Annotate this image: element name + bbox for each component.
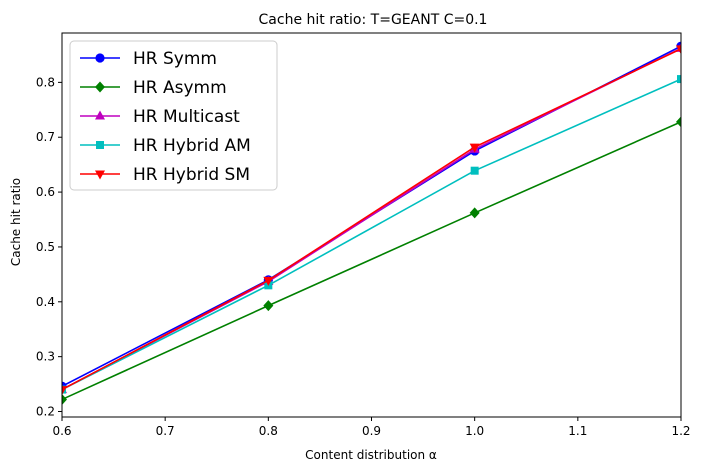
x-tick-label: 1.1 (568, 424, 587, 438)
chart-title: Cache hit ratio: T=GEANT C=0.1 (259, 12, 488, 28)
y-tick-label: 0.6 (36, 185, 55, 199)
data-point (263, 276, 274, 286)
legend-item: HR Hybrid AM (80, 136, 251, 156)
series-line (62, 78, 681, 391)
data-point (470, 166, 479, 175)
x-axis-label: Content distribution α (305, 448, 437, 462)
data-point (62, 393, 67, 405)
x-tick-label: 0.8 (259, 424, 278, 438)
y-tick-label: 0.8 (36, 75, 55, 89)
legend-item: HR Hybrid SM (80, 165, 250, 185)
series-hr-hybrid-sm (62, 45, 681, 396)
legend-item: HR Asymm (80, 78, 227, 98)
y-axis-label: Cache hit ratio (9, 178, 23, 266)
legend-marker (95, 53, 105, 63)
y-tick-label: 0.2 (36, 405, 55, 419)
y-tick-label: 0.7 (36, 130, 55, 144)
legend-marker (96, 141, 104, 149)
legend-marker (95, 110, 105, 120)
data-point (263, 300, 274, 312)
data-point (676, 116, 681, 128)
legend-item: HR Symm (80, 49, 217, 69)
x-tick-label: 0.6 (52, 424, 71, 438)
data-point (676, 45, 681, 55)
legend: HR Symm HR Asymm HR Multicast HR Hybrid AM H… (69, 40, 278, 191)
axis-ticks: 0.6 0.7 0.8 0.9 1.0 1.1 1.2 0.2 0.3 0.4 0.5 0.6 0.7 0… (36, 75, 691, 438)
y-tick-label: 0.5 (36, 240, 55, 254)
data-point (469, 143, 480, 153)
legend-box (69, 40, 278, 191)
legend-label: HR Multicast (133, 107, 240, 127)
data-point (469, 207, 480, 219)
series-line (62, 121, 681, 401)
x-tick-label: 0.7 (156, 424, 175, 438)
legend-item: HR Multicast (80, 107, 240, 127)
data-point (677, 75, 681, 84)
series-line (62, 48, 681, 391)
series-group (62, 41, 681, 405)
x-tick-label: 1.0 (465, 424, 484, 438)
legend-label: HR Asymm (133, 78, 227, 98)
series-hr-asymm (62, 116, 681, 405)
legend-label: HR Hybrid SM (133, 165, 250, 185)
legend-label: HR Hybrid AM (133, 136, 251, 156)
x-tick-label: 1.2 (671, 424, 690, 438)
legend-marker (95, 170, 105, 180)
y-tick-label: 0.4 (36, 295, 55, 309)
x-tick-label: 0.9 (362, 424, 381, 438)
legend-marker (95, 81, 105, 93)
y-tick-label: 0.3 (36, 350, 55, 364)
legend-label: HR Symm (133, 49, 217, 69)
data-point (62, 386, 67, 396)
